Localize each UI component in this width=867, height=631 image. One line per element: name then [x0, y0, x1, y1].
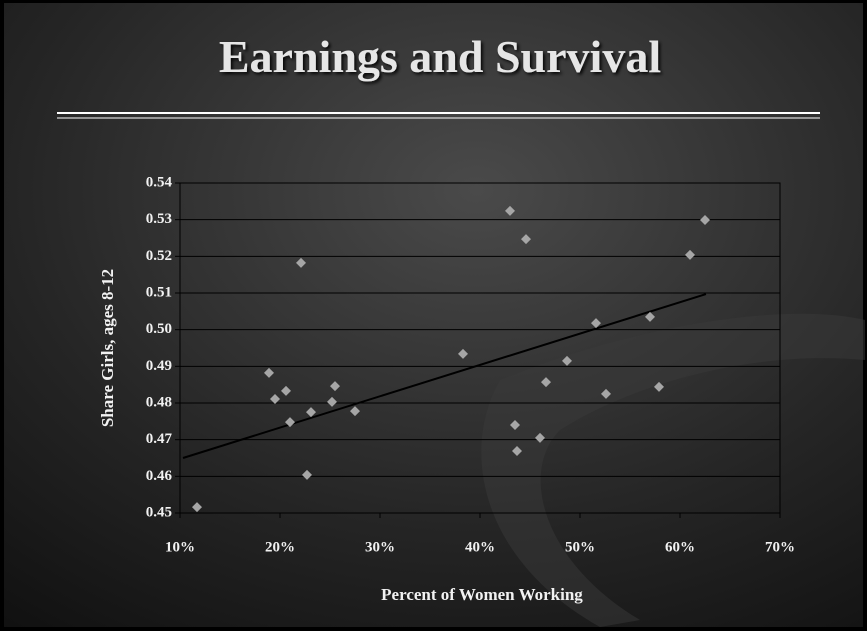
data-point [654, 381, 664, 392]
data-point [302, 469, 312, 480]
y-tick-label: 0.48 [146, 394, 172, 410]
x-tick-label: 10% [165, 539, 195, 555]
y-tick-label: 0.53 [146, 211, 172, 227]
data-point [685, 249, 695, 260]
data-point [327, 396, 337, 407]
data-point [264, 367, 274, 378]
data-point [541, 377, 551, 388]
x-axis-label: Percent of Women Working [381, 585, 583, 604]
data-point [535, 432, 545, 443]
data-point [330, 381, 340, 392]
y-tick-label: 0.49 [146, 358, 172, 374]
y-tick-label: 0.47 [146, 431, 173, 447]
x-tick-label: 40% [465, 539, 495, 555]
x-tick-label: 70% [765, 539, 795, 555]
data-point [458, 348, 468, 359]
plot-frame [179, 182, 781, 514]
data-point [562, 355, 572, 366]
data-point [505, 205, 515, 216]
y-tick-label: 0.52 [146, 248, 172, 264]
data-point [591, 318, 601, 329]
data-point [270, 393, 280, 404]
data-point [645, 311, 655, 322]
data-point [296, 257, 306, 268]
data-point [281, 385, 291, 396]
data-point [521, 234, 531, 245]
x-tick-label: 60% [665, 539, 695, 555]
y-axis-label: Share Girls, ages 8-12 [98, 269, 117, 427]
trendline [182, 293, 707, 459]
data-point [700, 215, 710, 226]
data-point [285, 417, 295, 428]
decor-swirl [481, 313, 865, 627]
y-tick-label: 0.51 [146, 284, 172, 300]
chart-title: Earnings and Survival [219, 31, 661, 82]
y-tick-label: 0.45 [146, 504, 172, 520]
data-point [306, 407, 316, 418]
x-tick-label: 50% [565, 539, 595, 555]
data-point [512, 446, 522, 457]
background [4, 3, 863, 627]
x-tick-label: 20% [265, 539, 295, 555]
data-point [350, 406, 360, 417]
y-tick-label: 0.54 [146, 174, 173, 190]
y-tick-label: 0.46 [146, 468, 173, 484]
data-point [601, 388, 611, 399]
y-tick-label: 0.50 [146, 321, 172, 337]
x-tick-label: 30% [365, 539, 395, 555]
data-point [192, 502, 202, 513]
data-point [510, 420, 520, 430]
